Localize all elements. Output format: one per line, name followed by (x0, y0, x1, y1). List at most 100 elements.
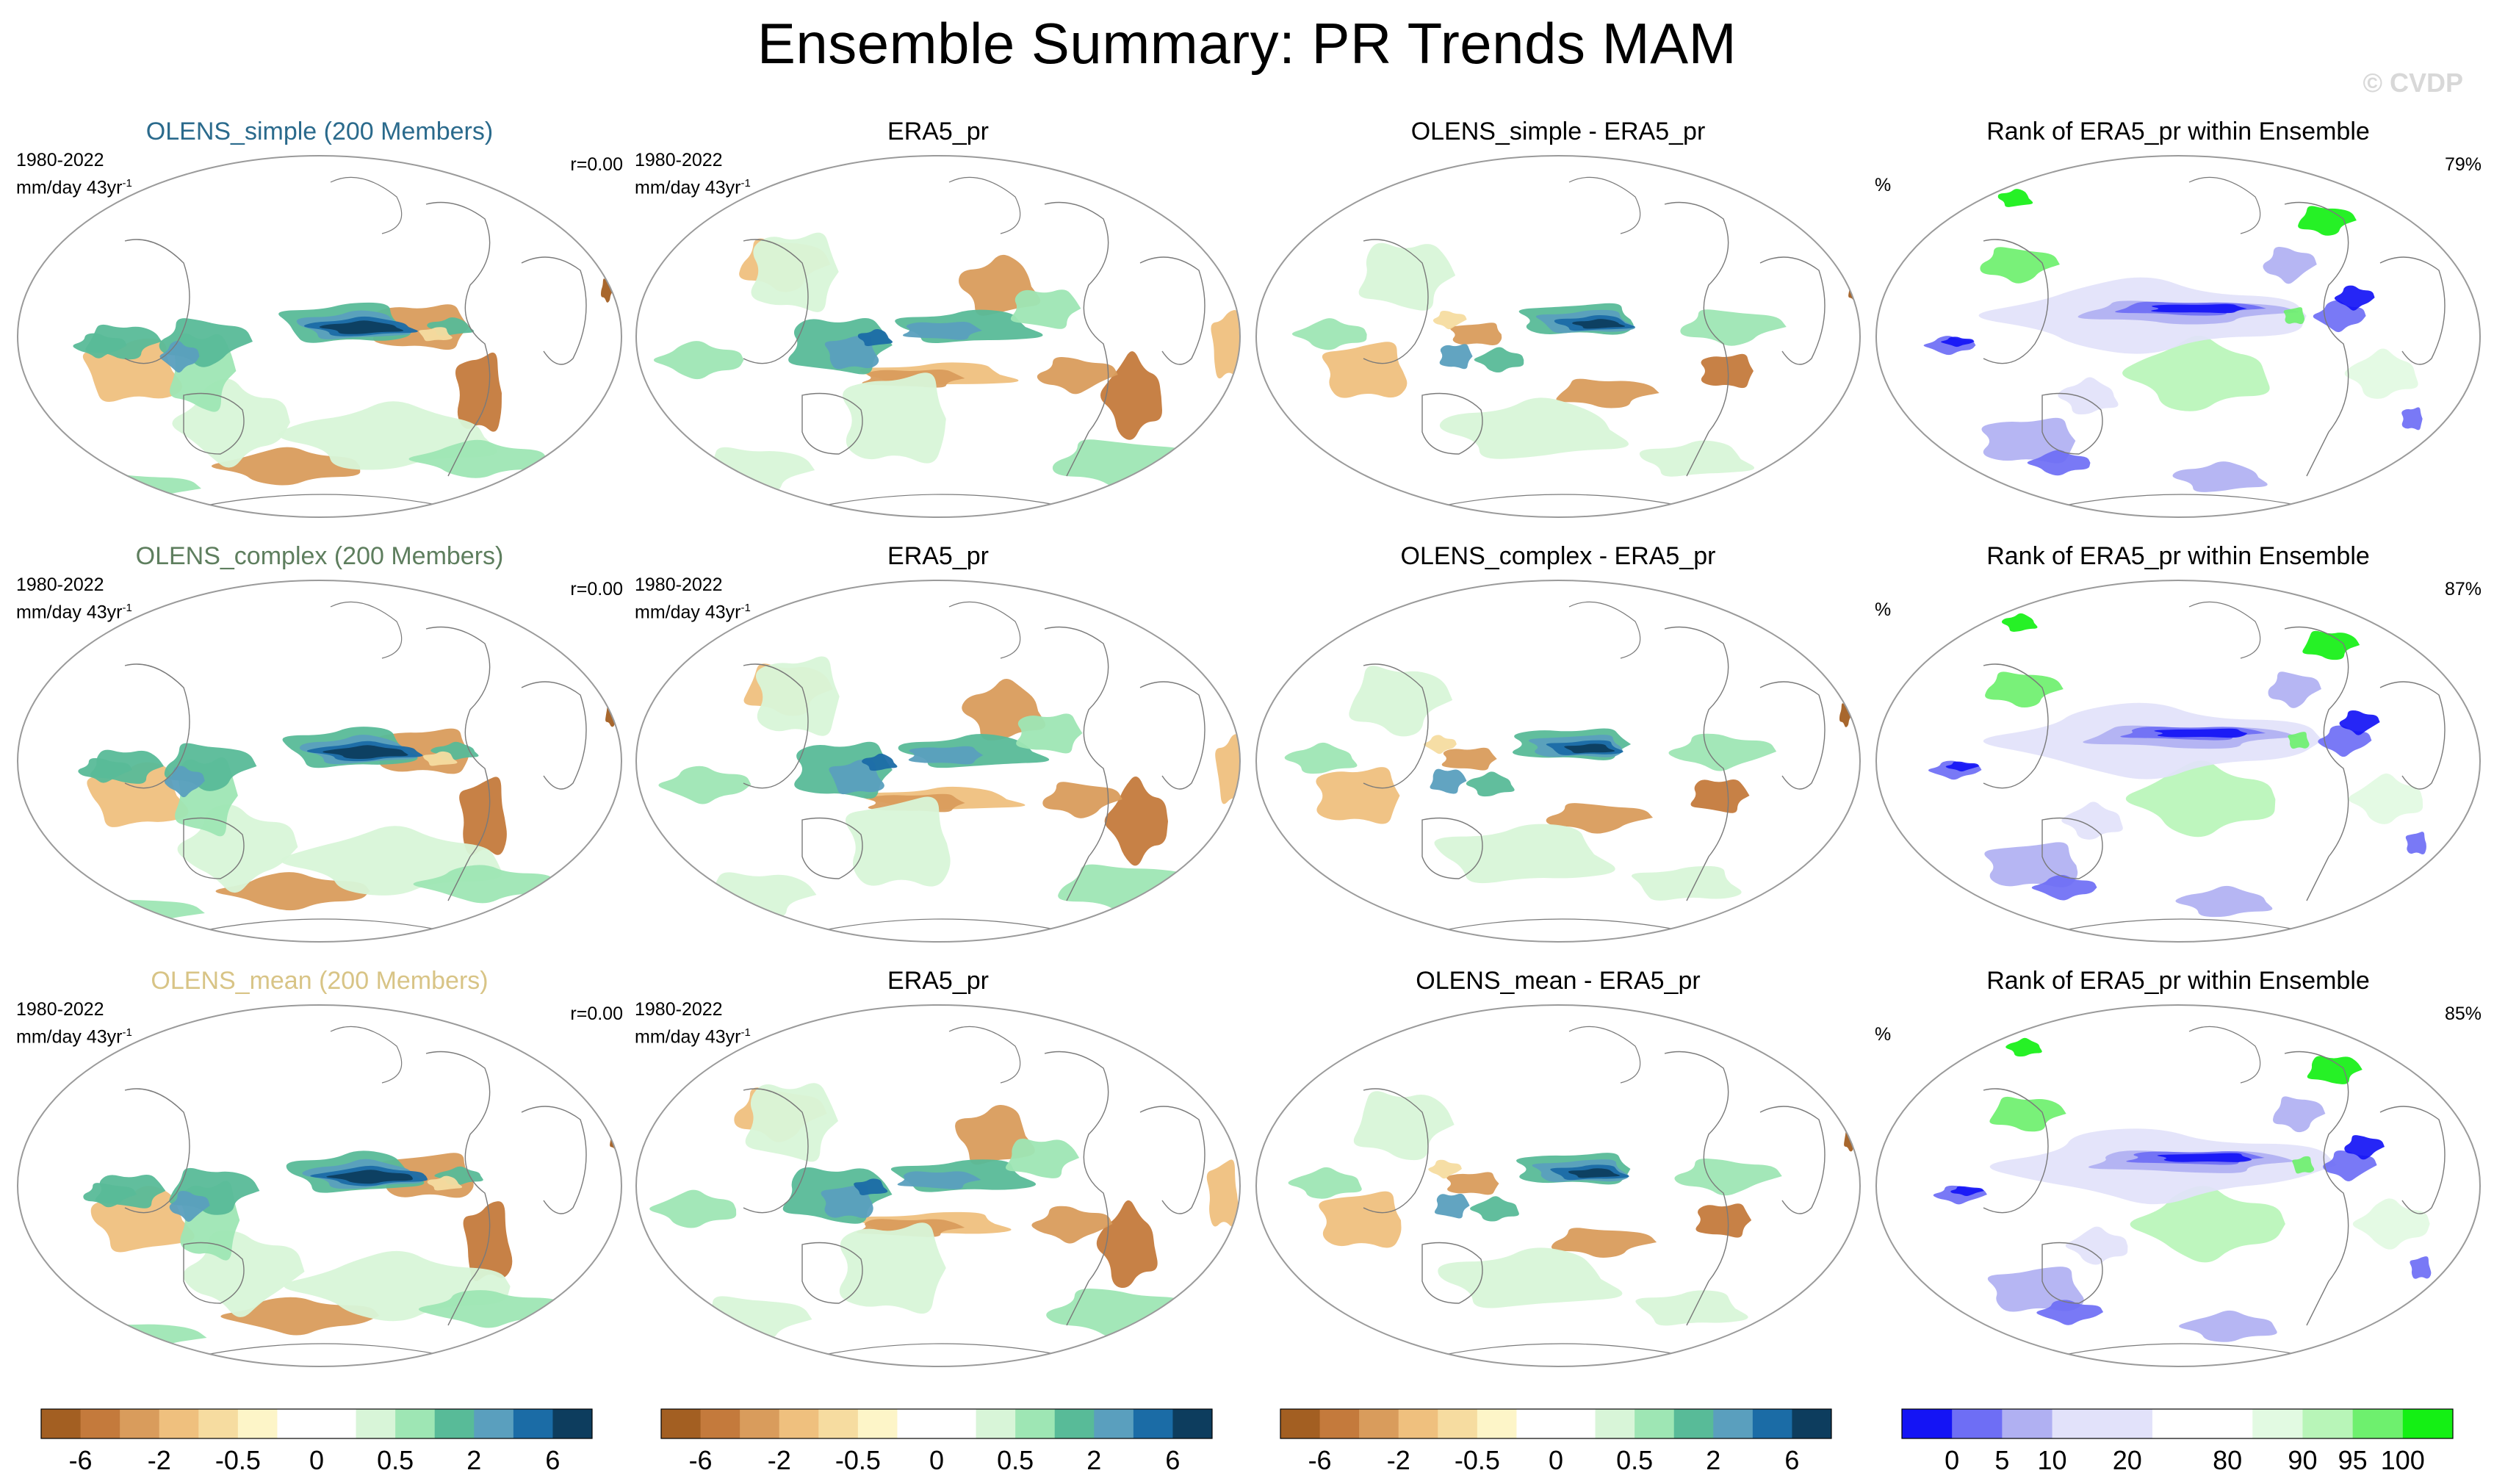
panel-title: Rank of ERA5_pr within Ensemble (1986, 967, 2370, 995)
trend-colorbar-swatch (857, 1409, 898, 1438)
units-label: mm/day 43yr-1 (16, 1021, 132, 1048)
percent-sign: % (1875, 1024, 1892, 1045)
panel-r1-c3: OLENS_simple - ERA5_pr (1253, 118, 1863, 520)
trend-colorbar-swatch (937, 1409, 977, 1438)
rank-percent-label: 87% (2444, 579, 2482, 599)
panel-r3-c3: OLENS_mean - ERA5_pr (1253, 967, 1863, 1369)
trend-colorbar-swatch (159, 1409, 199, 1438)
trend-colorbar-1: -6 -2 -0.5 0 0.5 2 6 (40, 1408, 593, 1475)
trend-colorbar-tick-label: 0.5 (377, 1445, 414, 1475)
trend-colorbar-swatch (434, 1409, 475, 1438)
trend-colorbar-tick-label: -0.5 (835, 1445, 881, 1475)
trend-colorbar-swatch (779, 1409, 819, 1438)
trend-colorbar-tick-label: 0.5 (997, 1445, 1034, 1475)
trend-colorbar-swatch (818, 1409, 859, 1438)
period-label: 1980-2022 (16, 150, 104, 170)
trend-colorbar-2: -6 -2 -0.5 0 0.5 2 6 (660, 1408, 1213, 1475)
rank-map (1873, 153, 2483, 520)
trend-map (15, 577, 624, 945)
panel-r1-c2: ERA5_pr 1980-2022 mm/day 43yr-1 (633, 118, 1243, 520)
rank-colorbar-swatch (2102, 1409, 2153, 1438)
trend-colorbar-swatch (1595, 1409, 1635, 1438)
trend-colorbar-swatch (1752, 1409, 1792, 1438)
units-label: mm/day 43yr-1 (635, 172, 751, 199)
page-title: Ensemble Summary: PR Trends MAM (757, 11, 1737, 76)
panel-r2-c2: ERA5_pr 1980-2022 mm/day 43yr-1 (633, 542, 1243, 945)
trend-colorbar-swatch (120, 1409, 160, 1438)
difference-map (1253, 1002, 1863, 1369)
units-exponent: -1 (740, 177, 751, 190)
trend-colorbar-tick-label: 0 (929, 1445, 944, 1475)
period-label: 1980-2022 (16, 999, 104, 1020)
units-label: mm/day 43yr-1 (635, 597, 751, 624)
copyright-watermark: © CVDP (2363, 68, 2463, 98)
trend-map (633, 153, 1243, 520)
trend-colorbar-tick-label: -2 (148, 1445, 171, 1475)
units-base: mm/day 43yr (16, 177, 123, 198)
trend-colorbar-swatch (740, 1409, 780, 1438)
trend-colorbar-tick-label: -0.5 (215, 1445, 261, 1475)
panel-r3-c2: ERA5_pr 1980-2022 mm/day 43yr-1 (633, 967, 1243, 1369)
rank-colorbar-swatch (2152, 1409, 2203, 1438)
trend-colorbar-tick-label: 0 (1549, 1445, 1563, 1475)
panel-r2-c4: Rank of ERA5_pr within Ensemble% 87% (1873, 542, 2483, 945)
rank-colorbar-tick-label: 5 (1994, 1445, 2009, 1475)
difference-map (1253, 153, 1863, 520)
units-label: mm/day 43yr-1 (635, 1021, 751, 1048)
trend-colorbar-swatch (1094, 1409, 1134, 1438)
rank-colorbar-swatch (2252, 1409, 2303, 1438)
rank-colorbar-swatch (1952, 1409, 2003, 1438)
trend-colorbar-tick-label: -2 (768, 1445, 791, 1475)
panel-title: OLENS_mean - ERA5_pr (1416, 967, 1701, 995)
period-label: 1980-2022 (635, 150, 723, 170)
trend-colorbar-tick-label: 6 (545, 1445, 560, 1475)
panel-r1-c4: Rank of ERA5_pr within Ensemble% 79% (1873, 118, 2483, 520)
panel-r3-c4: Rank of ERA5_pr within Ensemble% 85% (1873, 967, 2483, 1369)
rank-colorbar-swatch (2052, 1409, 2103, 1438)
panel-title: OLENS_simple - ERA5_pr (1410, 118, 1706, 145)
rank-colorbar-swatch (2352, 1409, 2404, 1438)
trend-colorbar-swatch (700, 1409, 740, 1438)
panel-title: ERA5_pr (887, 542, 989, 570)
trend-colorbar-tick-label: 0 (309, 1445, 324, 1475)
trend-colorbar-swatch (1398, 1409, 1438, 1438)
percent-sign: % (1875, 175, 1892, 195)
rank-colorbar-tick-label: 95 (2338, 1445, 2368, 1475)
trend-colorbar-swatch (1280, 1409, 1321, 1438)
rank-percent-label: 79% (2444, 154, 2482, 175)
rank-colorbar-tick-label: 90 (2288, 1445, 2317, 1475)
trend-colorbar-swatch (1556, 1409, 1596, 1438)
units-label: mm/day 43yr-1 (16, 172, 132, 199)
trend-colorbar-swatch (317, 1409, 357, 1438)
trend-colorbar-swatch (1673, 1409, 1714, 1438)
panel-title: ERA5_pr (887, 967, 989, 995)
units-exponent: -1 (122, 1026, 132, 1039)
period-label: 1980-2022 (635, 574, 723, 595)
trend-map (633, 577, 1243, 945)
trend-colorbar-swatch (1172, 1409, 1213, 1438)
rank-percent-label: 85% (2444, 1004, 2482, 1024)
trend-colorbar-swatch (80, 1409, 120, 1438)
panel-r3-c1: OLENS_mean (200 Members) 1980-2022 mm/day … (15, 967, 624, 1369)
panel-r2-c3: OLENS_complex - ERA5_pr (1253, 542, 1863, 945)
trend-colorbar-swatch (1635, 1409, 1675, 1438)
trend-colorbar-tick-label: 2 (1086, 1445, 1101, 1475)
trend-colorbar-swatch (198, 1409, 239, 1438)
panel-title: OLENS_complex (200 Members) (135, 542, 504, 570)
trend-colorbar-tick-label: 2 (466, 1445, 481, 1475)
panel-r2-c1: OLENS_complex (200 Members) 1980-2022 mm/d… (15, 542, 624, 945)
units-base: mm/day 43yr (635, 602, 741, 623)
rank-colorbar-tick-label: 20 (2113, 1445, 2142, 1475)
units-exponent: -1 (740, 602, 751, 614)
panel-r1-c1: OLENS_simple (200 Members) 1980-2022 mm/da… (15, 118, 624, 520)
trend-map (15, 1002, 624, 1369)
units-exponent: -1 (122, 602, 132, 614)
panel-title: Rank of ERA5_pr within Ensemble (1986, 542, 2370, 570)
rank-colorbar-swatch (2202, 1409, 2253, 1438)
trend-colorbar-swatch (237, 1409, 278, 1438)
trend-colorbar-swatch (897, 1409, 937, 1438)
trend-colorbar-swatch (395, 1409, 436, 1438)
trend-colorbar-swatch (41, 1409, 82, 1438)
trend-colorbar-tick-label: -6 (69, 1445, 93, 1475)
trend-colorbar-swatch (356, 1409, 396, 1438)
